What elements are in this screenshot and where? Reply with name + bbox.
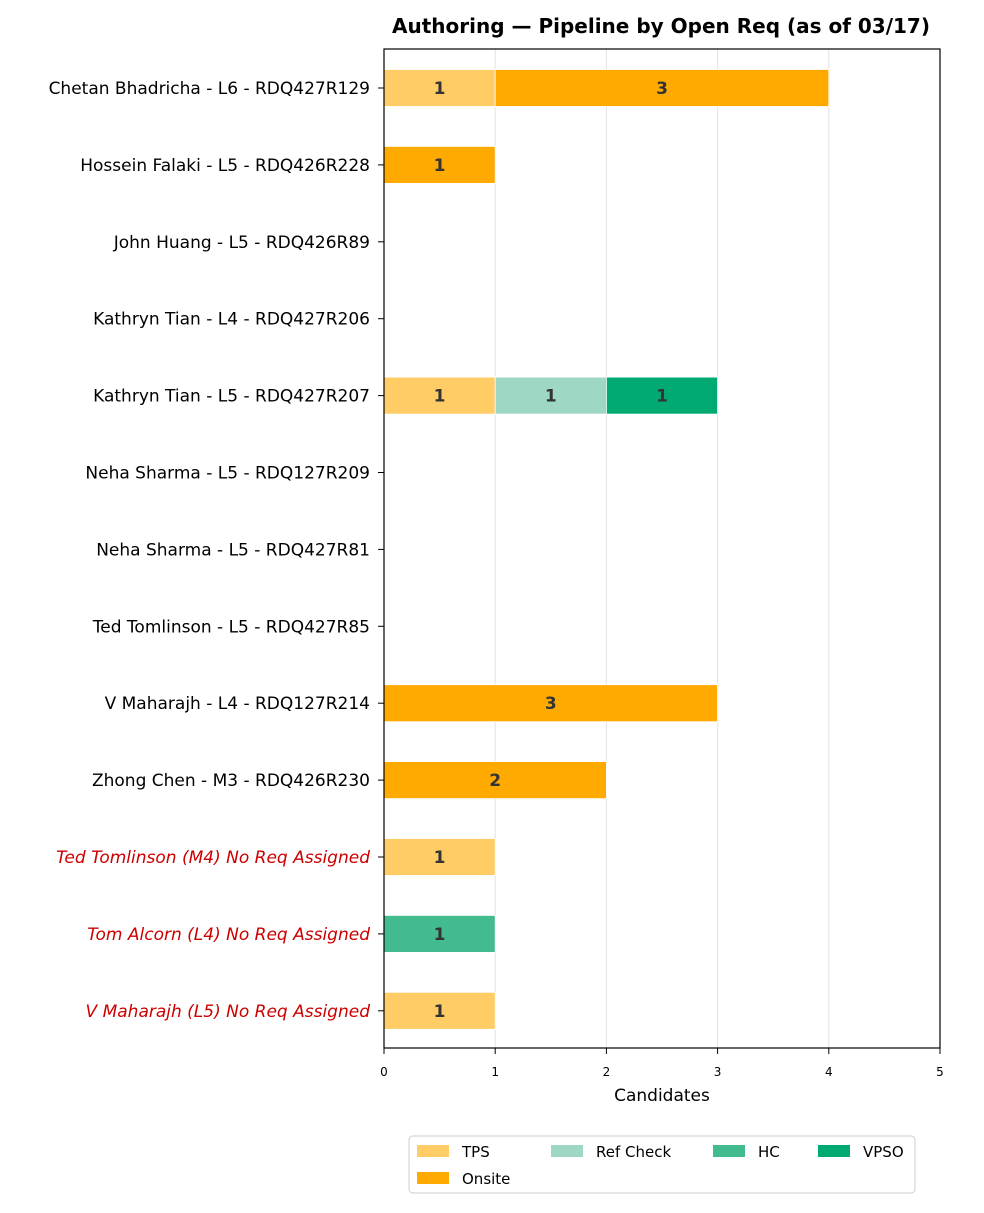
- y-tick-label: John Huang - L5 - RDQ426R89: [113, 233, 370, 253]
- x-tick-label: 0: [380, 1065, 388, 1079]
- x-tick-label: 5: [936, 1065, 944, 1079]
- x-axis-label: Candidates: [614, 1086, 710, 1106]
- legend-swatch: [551, 1145, 583, 1157]
- y-tick-label: Zhong Chen - M3 - RDQ426R230: [92, 771, 370, 791]
- legend: TPS Onsite Ref Check HC VPSO: [408, 1135, 916, 1194]
- data-label: 3: [545, 694, 557, 714]
- y-tick-label: Ted Tomlinson - L5 - RDQ427R85: [92, 617, 370, 637]
- bar-segment-onsite: [494, 69, 830, 107]
- legend-label: VPSO: [863, 1143, 904, 1161]
- bar-segment-onsite: [383, 145, 496, 184]
- legend-label: Ref Check: [596, 1143, 671, 1161]
- y-tick-label: V Maharajh - L4 - RDQ127R214: [105, 694, 370, 714]
- y-tick-label: Neha Sharma - L5 - RDQ427R81: [96, 540, 370, 560]
- x-tick-label: 3: [714, 1065, 722, 1079]
- bar-segment-vpso: [606, 376, 719, 415]
- legend-swatch: [417, 1172, 449, 1184]
- bar-segment-onsite: [383, 684, 719, 723]
- bar-segment-ref-check: [494, 376, 607, 415]
- data-labels: 1 3 1 1 1 1 3 2 1 1 1: [434, 79, 668, 1022]
- data-label: 1: [434, 848, 446, 868]
- bar-segment-tps: [383, 838, 496, 876]
- y-tick-label: Hossein Falaki - L5 - RDQ426R228: [80, 156, 370, 176]
- data-label: 1: [545, 387, 557, 407]
- y-tick-label: Chetan Bhadricha - L6 - RDQ427R129: [49, 79, 370, 99]
- data-label: 1: [434, 925, 446, 945]
- legend-swatch: [818, 1145, 850, 1157]
- legend-swatch: [417, 1145, 449, 1157]
- data-label: 1: [434, 79, 446, 99]
- bar-segment-onsite: [383, 761, 607, 799]
- data-label: 1: [434, 156, 446, 176]
- grid-lines: [494, 49, 830, 1048]
- y-axis-labels: Chetan Bhadricha - L6 - RDQ427R129 Hossei…: [49, 79, 384, 1022]
- data-label: 1: [434, 1002, 446, 1022]
- y-tick-label: Tom Alcorn (L4) No Req Assigned: [87, 925, 370, 945]
- data-label: 2: [489, 771, 501, 791]
- legend-label: HC: [758, 1143, 780, 1161]
- bar-segment-hc: [383, 915, 496, 953]
- legend-label: Onsite: [462, 1170, 510, 1188]
- y-tick-label: Kathryn Tian - L4 - RDQ427R206: [93, 310, 370, 330]
- data-label: 3: [656, 79, 668, 99]
- x-tick-label: 1: [491, 1065, 499, 1079]
- legend-frame: [408, 1135, 916, 1194]
- y-tick-label: Neha Sharma - L5 - RDQ127R209: [85, 464, 370, 484]
- y-tick-label: Ted Tomlinson (M4) No Req Assigned: [56, 848, 370, 868]
- legend-swatch: [713, 1145, 745, 1157]
- y-tick-label: Kathryn Tian - L5 - RDQ427R207: [93, 387, 370, 407]
- y-tick-label: V Maharajh (L5) No Req Assigned: [86, 1002, 371, 1022]
- bar-segment-tps: [383, 69, 496, 107]
- chart-title: Authoring — Pipeline by Open Req (as of …: [392, 14, 930, 38]
- x-axis-ticks: 0 1 2 3 4 5: [380, 1048, 944, 1079]
- legend-label: TPS: [461, 1143, 490, 1161]
- data-label: 1: [656, 387, 668, 407]
- plot-frame: [383, 48, 941, 1049]
- x-tick-label: 4: [825, 1065, 833, 1079]
- bars: [383, 69, 830, 1030]
- x-tick-label: 2: [603, 1065, 611, 1079]
- data-label: 1: [434, 387, 446, 407]
